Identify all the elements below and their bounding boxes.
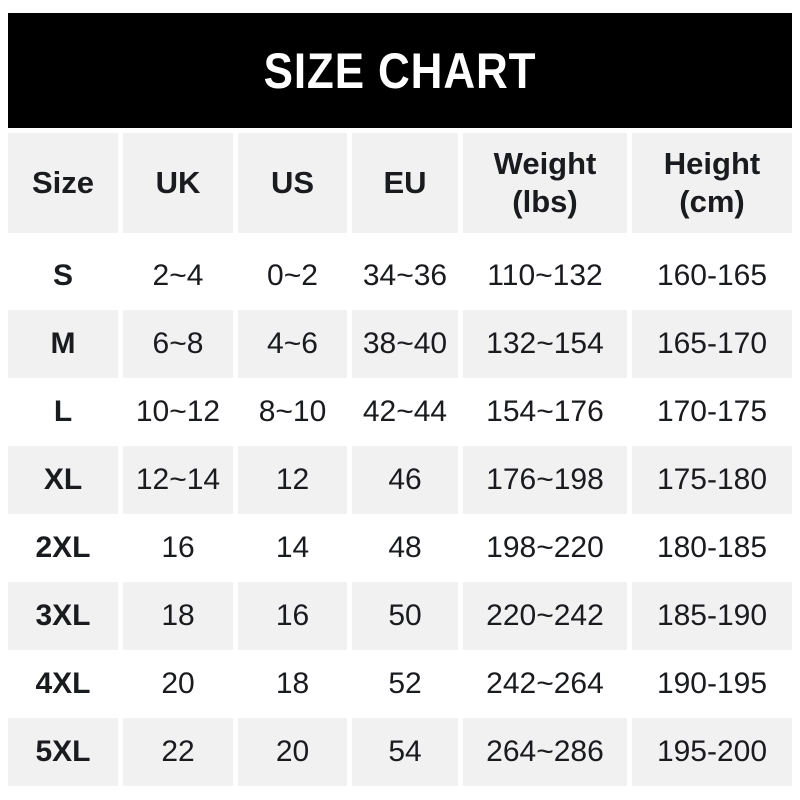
table-cell: 198~220 — [486, 530, 604, 564]
column-header-uk: UK — [123, 133, 233, 233]
table-cell: 195-200 — [632, 718, 792, 786]
table-row-5xl: 5XL 22 20 54 264~286 195-200 — [8, 718, 792, 786]
table-cell: 54 — [352, 718, 458, 786]
table-cell: 52 — [388, 666, 422, 700]
size-label: XL — [8, 446, 118, 514]
size-label: 3XL — [8, 582, 118, 650]
page-title: SIZE CHART — [263, 42, 537, 99]
column-header-label: EU — [383, 165, 427, 200]
size-label: 5XL — [8, 718, 118, 786]
table-row-l: L 10~12 8~10 42~44 154~176 170-175 — [8, 378, 792, 446]
table-cell: 175-180 — [632, 446, 792, 514]
table-cell: 242~264 — [486, 666, 604, 700]
table-cell: 22 — [123, 718, 233, 786]
column-header-label: UK — [155, 165, 201, 200]
table-cell: 12 — [238, 446, 347, 514]
table-cell: 264~286 — [463, 718, 627, 786]
table-cell: 8~10 — [258, 394, 327, 428]
column-header-label: Size — [31, 165, 95, 200]
table-cell: 132~154 — [463, 310, 627, 378]
column-header-label: Weight — [493, 146, 597, 181]
table-cell: 160-165 — [656, 258, 768, 292]
table-cell: 50 — [352, 582, 458, 650]
column-header-us: US — [238, 133, 347, 233]
column-header-subline: (cm) — [679, 184, 745, 219]
size-table: Size UK US EU Weight (lbs) Height (cm) — [8, 133, 792, 786]
table-cell: 18 — [275, 666, 310, 700]
table-cell: 6~8 — [123, 310, 233, 378]
table-cell: 4~6 — [238, 310, 347, 378]
table-cell: 42~44 — [362, 394, 448, 428]
table-row-4xl: 4XL 20 18 52 242~264 190-195 — [8, 650, 792, 718]
table-cell: 16 — [161, 530, 195, 564]
table-row-s: S 2~4 0~2 34~36 110~132 160-165 — [8, 242, 792, 310]
column-header-label: Height — [663, 146, 761, 181]
size-chart-banner: SIZE CHART — [8, 13, 792, 128]
size-label: S — [52, 258, 73, 292]
table-cell: 20 — [238, 718, 347, 786]
table-cell: 46 — [352, 446, 458, 514]
size-label: 2XL — [35, 530, 91, 564]
table-cell: 190-195 — [656, 666, 768, 700]
table-cell: 34~36 — [362, 258, 448, 292]
table-cell: 14 — [275, 530, 310, 564]
table-cell: 185-190 — [632, 582, 792, 650]
table-cell: 10~12 — [135, 394, 221, 428]
column-header-label: US — [270, 165, 315, 200]
table-cell: 220~242 — [463, 582, 627, 650]
table-cell: 20 — [161, 666, 195, 700]
size-label: L — [53, 394, 73, 428]
table-cell: 170-175 — [656, 394, 768, 428]
table-row-xl: XL 12~14 12 46 176~198 175-180 — [8, 446, 792, 514]
table-cell: 38~40 — [352, 310, 458, 378]
table-row-3xl: 3XL 18 16 50 220~242 185-190 — [8, 582, 792, 650]
column-header-subline: (lbs) — [512, 184, 578, 219]
table-cell: 110~132 — [487, 258, 603, 292]
column-header-weight: Weight (lbs) — [463, 133, 627, 233]
table-row-2xl: 2XL 16 14 48 198~220 180-185 — [8, 514, 792, 582]
table-cell: 176~198 — [463, 446, 627, 514]
table-cell: 0~2 — [267, 258, 318, 292]
column-header-eu: EU — [352, 133, 458, 233]
table-cell: 2~4 — [152, 258, 204, 292]
table-cell: 16 — [238, 582, 347, 650]
table-cell: 18 — [123, 582, 233, 650]
table-row-m: M 6~8 4~6 38~40 132~154 165-170 — [8, 310, 792, 378]
table-header-row: Size UK US EU Weight (lbs) Height (cm) — [8, 133, 792, 233]
column-header-height: Height (cm) — [632, 133, 792, 233]
table-cell: 12~14 — [123, 446, 233, 514]
table-cell: 180-185 — [656, 530, 768, 564]
table-cell: 48 — [388, 530, 422, 564]
size-label: M — [8, 310, 118, 378]
table-cell: 165-170 — [632, 310, 792, 378]
size-label: 4XL — [35, 666, 91, 700]
table-cell: 154~176 — [486, 394, 604, 428]
column-header-size: Size — [8, 133, 118, 233]
